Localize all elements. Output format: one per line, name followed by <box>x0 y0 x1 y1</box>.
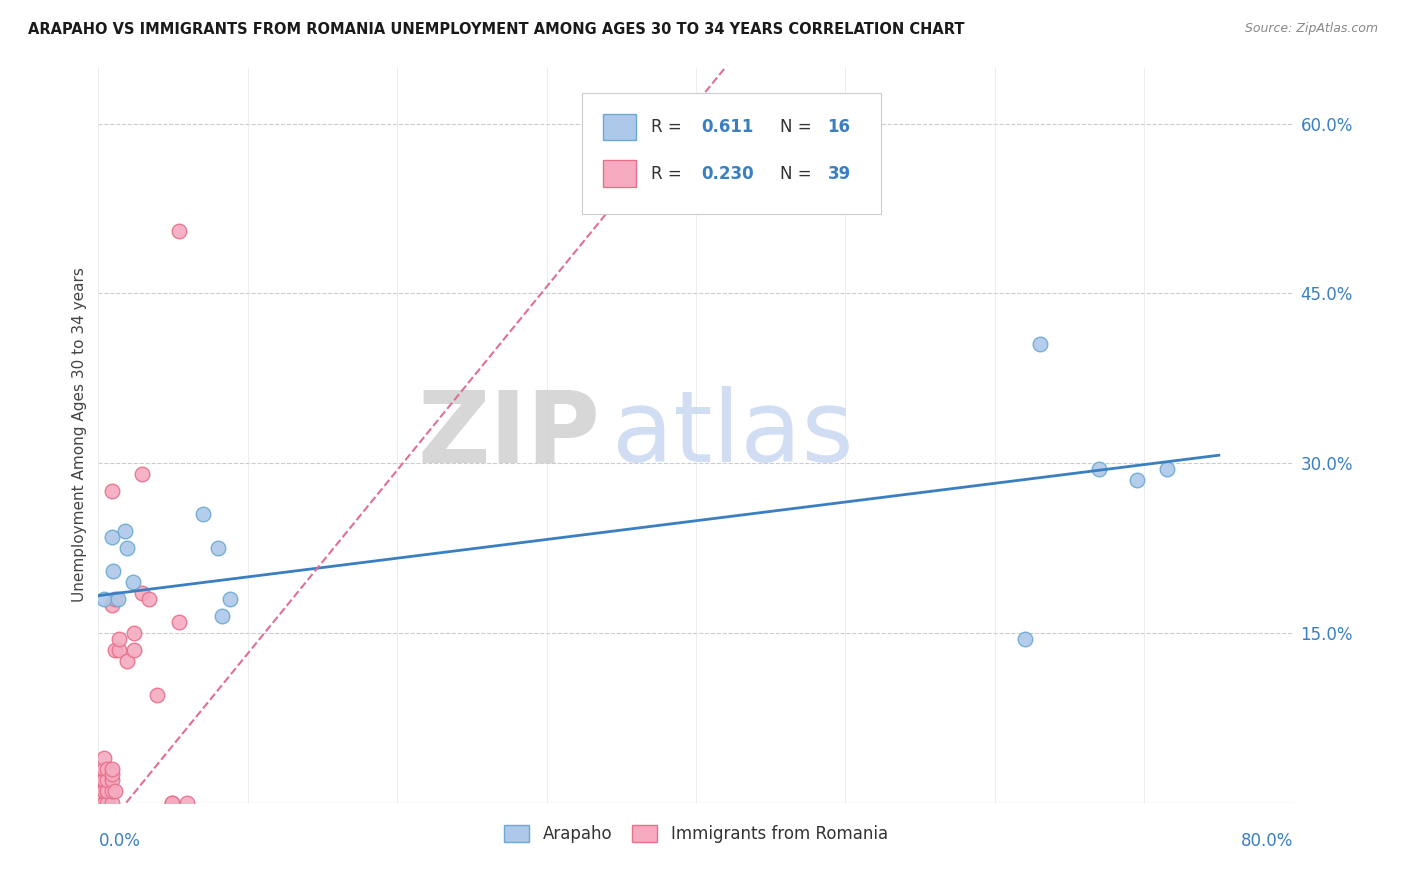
Point <box>93 784 115 798</box>
Y-axis label: Unemployment Among Ages 30 to 34 years: Unemployment Among Ages 30 to 34 years <box>72 268 87 602</box>
Point <box>96 773 118 788</box>
FancyBboxPatch shape <box>603 160 637 186</box>
Point <box>115 541 138 555</box>
Point <box>138 592 160 607</box>
Text: N =: N = <box>779 119 817 136</box>
Point <box>93 592 115 607</box>
Text: ZIP: ZIP <box>418 386 600 483</box>
Text: 16: 16 <box>827 119 851 136</box>
Point <box>93 796 115 810</box>
Point <box>1088 462 1111 476</box>
Point <box>93 750 115 764</box>
FancyBboxPatch shape <box>603 113 637 140</box>
Text: 80.0%: 80.0% <box>1241 832 1294 850</box>
Point <box>160 796 183 810</box>
Point <box>176 796 198 810</box>
FancyBboxPatch shape <box>582 93 882 214</box>
Point <box>124 626 146 640</box>
Text: N =: N = <box>779 165 817 183</box>
Text: 0.230: 0.230 <box>700 165 754 183</box>
Text: R =: R = <box>651 119 686 136</box>
Point <box>121 575 143 590</box>
Point <box>211 609 233 624</box>
Point <box>93 773 115 788</box>
Point <box>96 784 118 798</box>
Point <box>131 586 153 600</box>
Point <box>114 524 136 538</box>
Point <box>115 654 138 668</box>
Point <box>1028 337 1050 351</box>
Point <box>124 643 146 657</box>
Point <box>207 541 229 555</box>
Point <box>104 643 127 657</box>
Point <box>101 530 124 544</box>
Point <box>101 767 124 781</box>
Point <box>1125 473 1147 487</box>
Point <box>191 507 214 521</box>
Point <box>93 796 115 810</box>
Point <box>93 784 115 798</box>
Text: 39: 39 <box>827 165 851 183</box>
Point <box>101 784 124 798</box>
Point <box>167 615 190 629</box>
Point <box>93 784 115 798</box>
Point <box>219 592 242 607</box>
Point <box>103 564 125 578</box>
Text: atlas: atlas <box>613 386 853 483</box>
Point <box>101 796 124 810</box>
Point <box>108 632 131 646</box>
Point <box>101 773 124 788</box>
Point <box>1156 462 1178 476</box>
Point <box>167 224 190 238</box>
Point <box>107 592 129 607</box>
Text: 0.611: 0.611 <box>700 119 754 136</box>
Text: 0.0%: 0.0% <box>98 832 141 850</box>
Point <box>101 484 124 499</box>
Point <box>108 643 131 657</box>
Point <box>93 773 115 788</box>
Point <box>96 796 118 810</box>
Point <box>160 796 183 810</box>
Point <box>1014 632 1036 646</box>
Point <box>96 762 118 776</box>
Point <box>96 784 118 798</box>
Point <box>101 598 124 612</box>
Point <box>104 784 127 798</box>
Point <box>93 773 115 788</box>
Point <box>93 762 115 776</box>
Legend: Arapaho, Immigrants from Romania: Arapaho, Immigrants from Romania <box>498 818 894 850</box>
Point <box>131 467 153 482</box>
Text: ARAPAHO VS IMMIGRANTS FROM ROMANIA UNEMPLOYMENT AMONG AGES 30 TO 34 YEARS CORREL: ARAPAHO VS IMMIGRANTS FROM ROMANIA UNEMP… <box>28 22 965 37</box>
Text: Source: ZipAtlas.com: Source: ZipAtlas.com <box>1244 22 1378 36</box>
Point <box>104 592 127 607</box>
Point <box>101 762 124 776</box>
Text: R =: R = <box>651 165 686 183</box>
Point <box>145 688 167 702</box>
